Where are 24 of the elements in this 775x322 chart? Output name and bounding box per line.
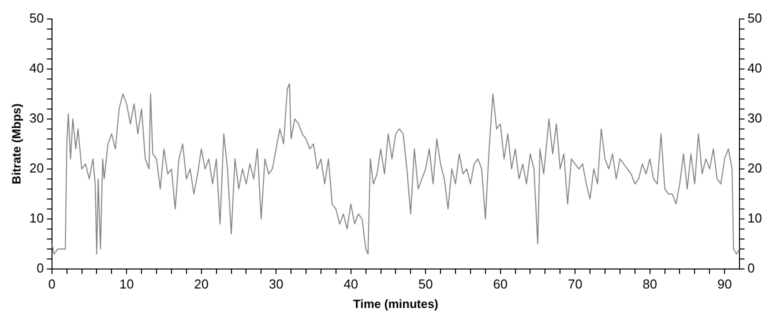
x-axis-title: Time (minutes) bbox=[353, 297, 438, 312]
y-tick-label: 30 bbox=[29, 110, 44, 126]
x-tick-label: 50 bbox=[418, 276, 433, 292]
y-tick-label: 20 bbox=[29, 160, 44, 176]
x-tick-label: 30 bbox=[268, 276, 284, 292]
y-tick-label: 50 bbox=[29, 10, 44, 26]
y-axis-title: Bitrate (Mbps) bbox=[10, 104, 24, 184]
y2-tick-label: 40 bbox=[748, 60, 762, 76]
y-tick-label: 10 bbox=[29, 210, 44, 226]
y2-tick-label: 10 bbox=[748, 210, 762, 226]
y-tick-label: 40 bbox=[29, 60, 44, 76]
x-tick-label: 80 bbox=[642, 276, 658, 292]
x-tick-label: 90 bbox=[717, 276, 732, 292]
y2-tick-label: 50 bbox=[748, 10, 762, 26]
x-tick-label: 0 bbox=[48, 276, 56, 292]
x-tick-label: 20 bbox=[194, 276, 209, 292]
y2-tick-label: 30 bbox=[748, 110, 762, 126]
x-tick-label: 70 bbox=[568, 276, 582, 292]
x-tick-label: 60 bbox=[493, 276, 508, 292]
x-tick-label: 40 bbox=[344, 276, 358, 292]
x-tick-label: 10 bbox=[119, 276, 134, 292]
y2-tick-label: 0 bbox=[748, 260, 755, 276]
y-tick-label: 0 bbox=[36, 260, 44, 276]
y2-tick-label: 20 bbox=[748, 160, 762, 176]
